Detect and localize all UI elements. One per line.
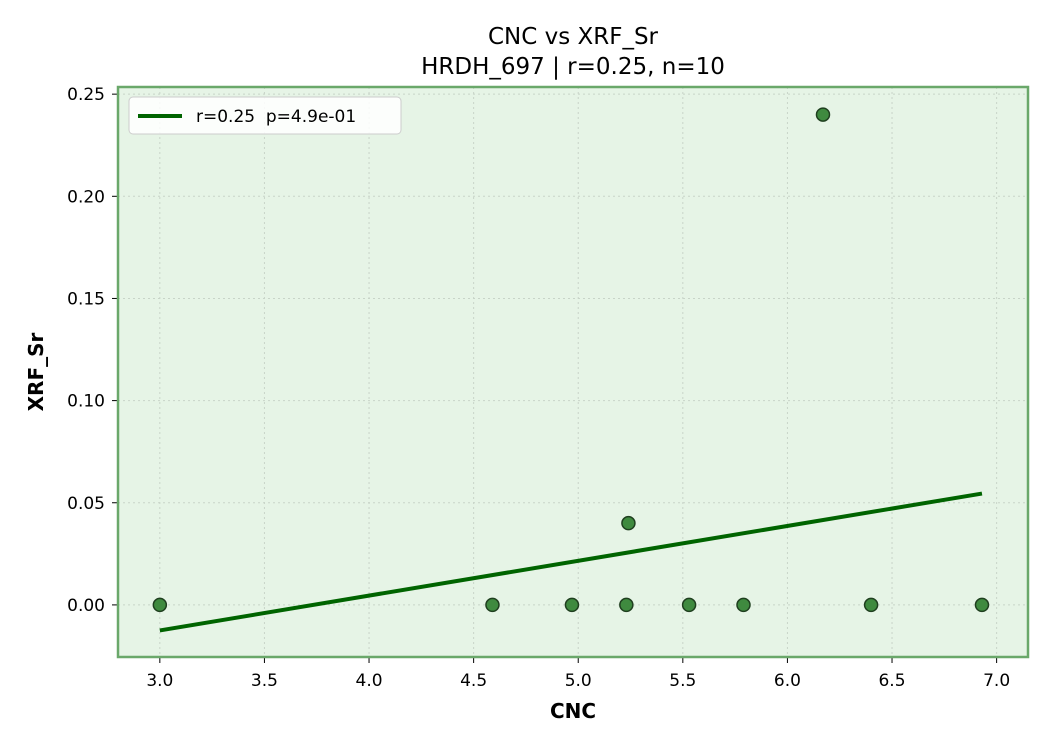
- fit-line: [159, 491, 983, 633]
- y-tick-label: 0.00: [67, 596, 105, 616]
- axis-ticks: 3.0 3.5 4.0 4.5 5.0 5.5 6.0 6.5 7.0 0.00 0.05 0.10 0…: [67, 85, 1010, 691]
- legend-box: [128, 96, 402, 135]
- data-points: [152, 107, 990, 613]
- y-tick-label: 0.25: [67, 85, 105, 105]
- scatter-point: [619, 597, 634, 613]
- chart-subtitle: HRDH_697 | r=0.25, n=10: [421, 54, 725, 80]
- scatter-point: [485, 597, 500, 613]
- y-tick-label: 0.05: [67, 494, 105, 514]
- scatter-point: [974, 597, 990, 613]
- scatter-point: [681, 597, 697, 613]
- y-tick-label: 0.15: [67, 289, 105, 309]
- x-axis-label: CNC: [550, 699, 596, 723]
- scatter-point: [863, 597, 879, 613]
- x-tick-label: 5.0: [565, 671, 592, 691]
- grid-lines: [118, 87, 1028, 657]
- x-tick-label: 6.0: [774, 671, 801, 691]
- legend: r=0.25 p=4.9e-01: [128, 96, 402, 135]
- chart-title: CNC vs XRF_Sr: [488, 24, 659, 50]
- y-tick-label: 0.20: [67, 187, 105, 207]
- scatter-point: [621, 515, 636, 531]
- x-tick-label: 5.5: [669, 671, 696, 691]
- x-tick-label: 6.5: [878, 671, 905, 691]
- x-tick-label: 3.5: [251, 671, 278, 691]
- y-tick-label: 0.10: [67, 392, 105, 412]
- scatter-point: [815, 107, 831, 122]
- x-tick-label: 3.0: [146, 671, 173, 691]
- scatter-point: [736, 597, 751, 613]
- y-axis-label: XRF_Sr: [24, 332, 48, 411]
- legend-fit-line-label: r=0.25 p=4.9e-01: [196, 107, 356, 127]
- x-tick-label: 7.0: [983, 671, 1010, 691]
- plot-frame: [116, 85, 1030, 659]
- plot-area: [118, 87, 1028, 657]
- scatter-point: [564, 597, 580, 613]
- fit-line-layer: [159, 491, 983, 633]
- scatter-point: [152, 597, 168, 613]
- x-tick-label: 4.5: [460, 671, 487, 691]
- x-tick-label: 4.0: [356, 671, 383, 691]
